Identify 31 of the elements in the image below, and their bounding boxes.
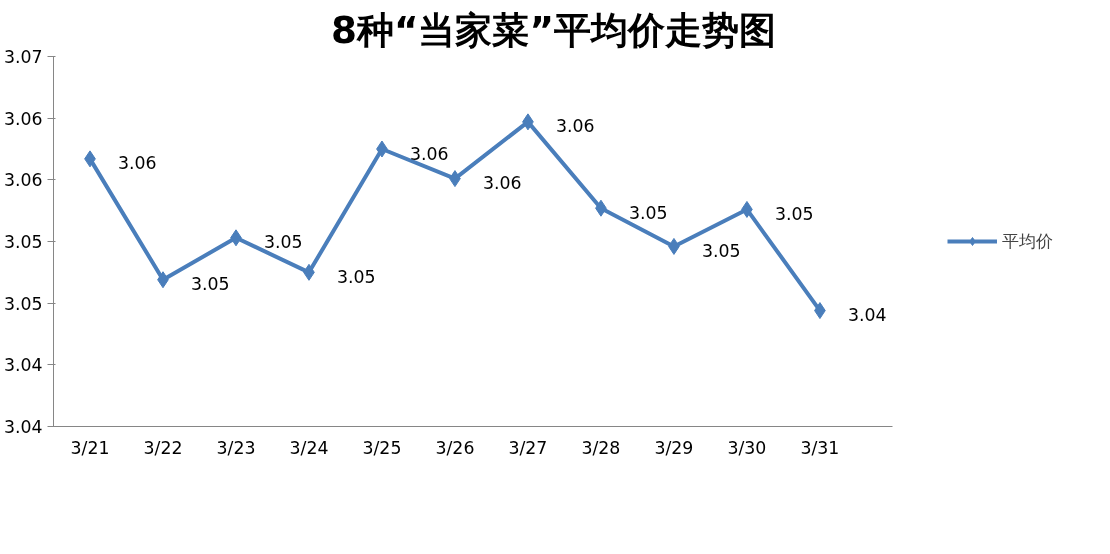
y-tick-label: 3.05 [3, 293, 43, 314]
x-tick-label: 3/28 [581, 437, 621, 458]
data-label: 3.06 [409, 143, 449, 164]
x-tick-label: 3/22 [143, 437, 183, 458]
legend-label: 平均价 [1002, 230, 1053, 253]
y-tick-label: 3.06 [3, 170, 43, 191]
chart-title: 8种“当家菜”平均价走势图 [330, 7, 777, 52]
data-label: 3.05 [263, 232, 303, 253]
x-tick-label: 3/26 [435, 437, 475, 458]
x-tick-label: 3/29 [654, 437, 694, 458]
y-tick-label: 3.04 [3, 417, 43, 437]
data-label: 3.04 [847, 305, 887, 326]
x-tick-label: 3/21 [70, 437, 110, 458]
data-label: 3.06 [555, 116, 595, 137]
y-tick-label: 3.04 [3, 355, 43, 376]
x-tick-label: 3/24 [289, 437, 329, 458]
x-tick-label: 3/25 [362, 437, 402, 458]
x-tick-label: 3/31 [800, 437, 840, 458]
x-tick-label: 3/30 [727, 437, 767, 458]
x-tick-label: 3/27 [508, 437, 548, 458]
data-label: 3.05 [336, 266, 376, 287]
data-label: 3.05 [774, 203, 814, 224]
data-label: 3.06 [482, 173, 522, 194]
y-tick-label: 3.06 [3, 108, 43, 129]
data-label: 3.06 [118, 153, 157, 174]
x-tick-label: 3/23 [216, 437, 256, 458]
data-label: 3.05 [628, 202, 668, 223]
data-label: 3.05 [701, 240, 741, 261]
y-tick-label: 3.05 [3, 232, 43, 252]
data-label: 3.05 [190, 274, 230, 295]
y-tick-label: 3.07 [3, 47, 43, 67]
